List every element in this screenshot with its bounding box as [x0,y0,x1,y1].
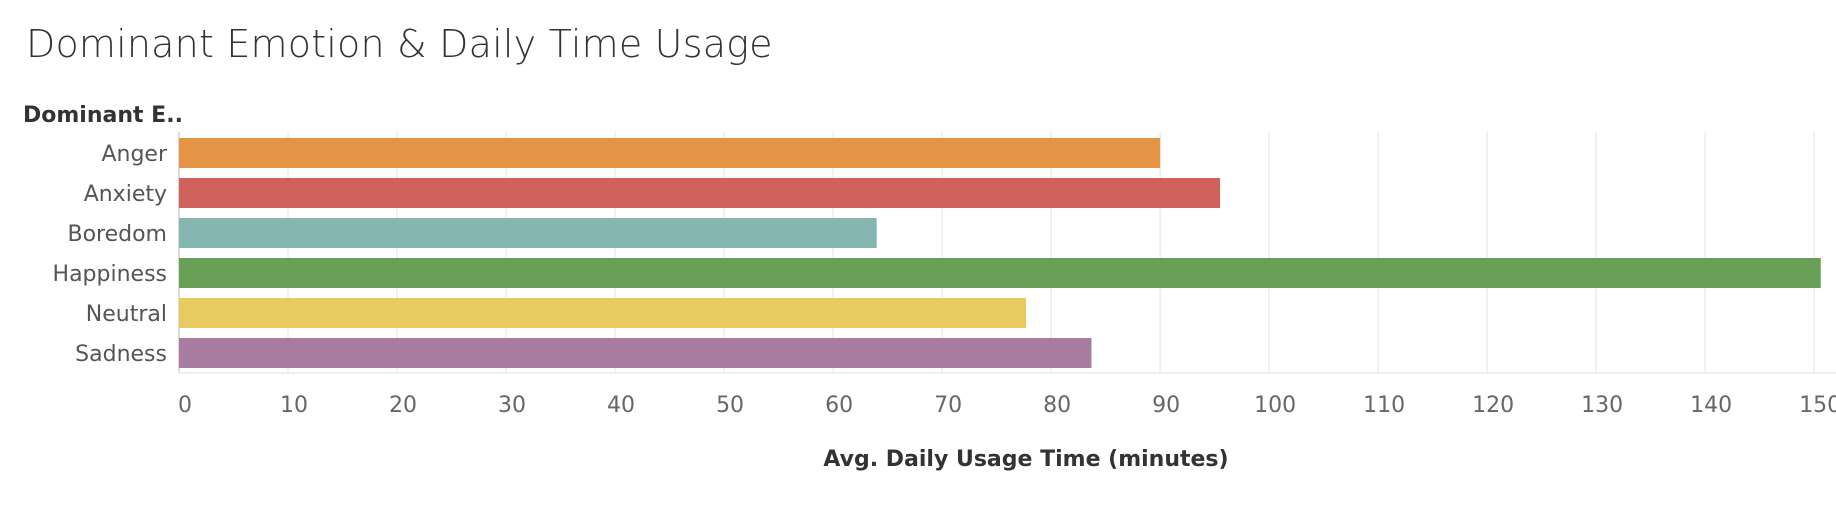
bars [179,138,1821,368]
x-tick-label: 130 [1581,393,1623,418]
x-tick-label: 110 [1363,393,1405,418]
bar-boredom[interactable] [179,218,877,248]
x-tick-label: 140 [1690,393,1732,418]
category-label-anxiety: Anxiety [84,182,167,207]
x-tick-label: 50 [716,393,744,418]
category-label-neutral: Neutral [86,302,167,327]
bar-anger[interactable] [179,138,1161,168]
x-tick-label: 120 [1472,393,1514,418]
category-label-anger: Anger [101,142,167,167]
x-tick-labels: 0 10 20 30 40 50 60 70 80 90 100 110 120 130 140 150 [178,393,1836,418]
x-axis-title: Avg. Daily Usage Time (minutes) [823,447,1228,472]
category-label-sadness: Sadness [75,342,167,367]
x-tick-label: 20 [389,393,417,418]
x-tick-label: 150 [1799,393,1836,418]
x-tick-label: 80 [1043,393,1071,418]
bar-anxiety[interactable] [179,178,1221,208]
grid-lines [178,132,1836,374]
bar-happiness[interactable] [179,258,1821,288]
row-header: Dominant E.. [23,103,183,128]
bar-neutral[interactable] [179,298,1027,328]
category-labels: Anger Anxiety Boredom Happiness Neutral Sadne… [53,142,168,367]
x-tick-label: 40 [607,393,635,418]
chart-title: Dominant Emotion & Daily Time Usage [26,22,773,66]
x-tick-label: 30 [498,393,526,418]
category-label-happiness: Happiness [53,262,167,287]
x-tick-label: 100 [1254,393,1296,418]
x-tick-label: 60 [825,393,853,418]
x-tick-label: 0 [178,393,192,418]
x-tick-label: 10 [280,393,308,418]
bar-sadness[interactable] [179,338,1092,368]
category-label-boredom: Boredom [67,222,167,247]
x-tick-label: 70 [934,393,962,418]
x-tick-label: 90 [1152,393,1180,418]
